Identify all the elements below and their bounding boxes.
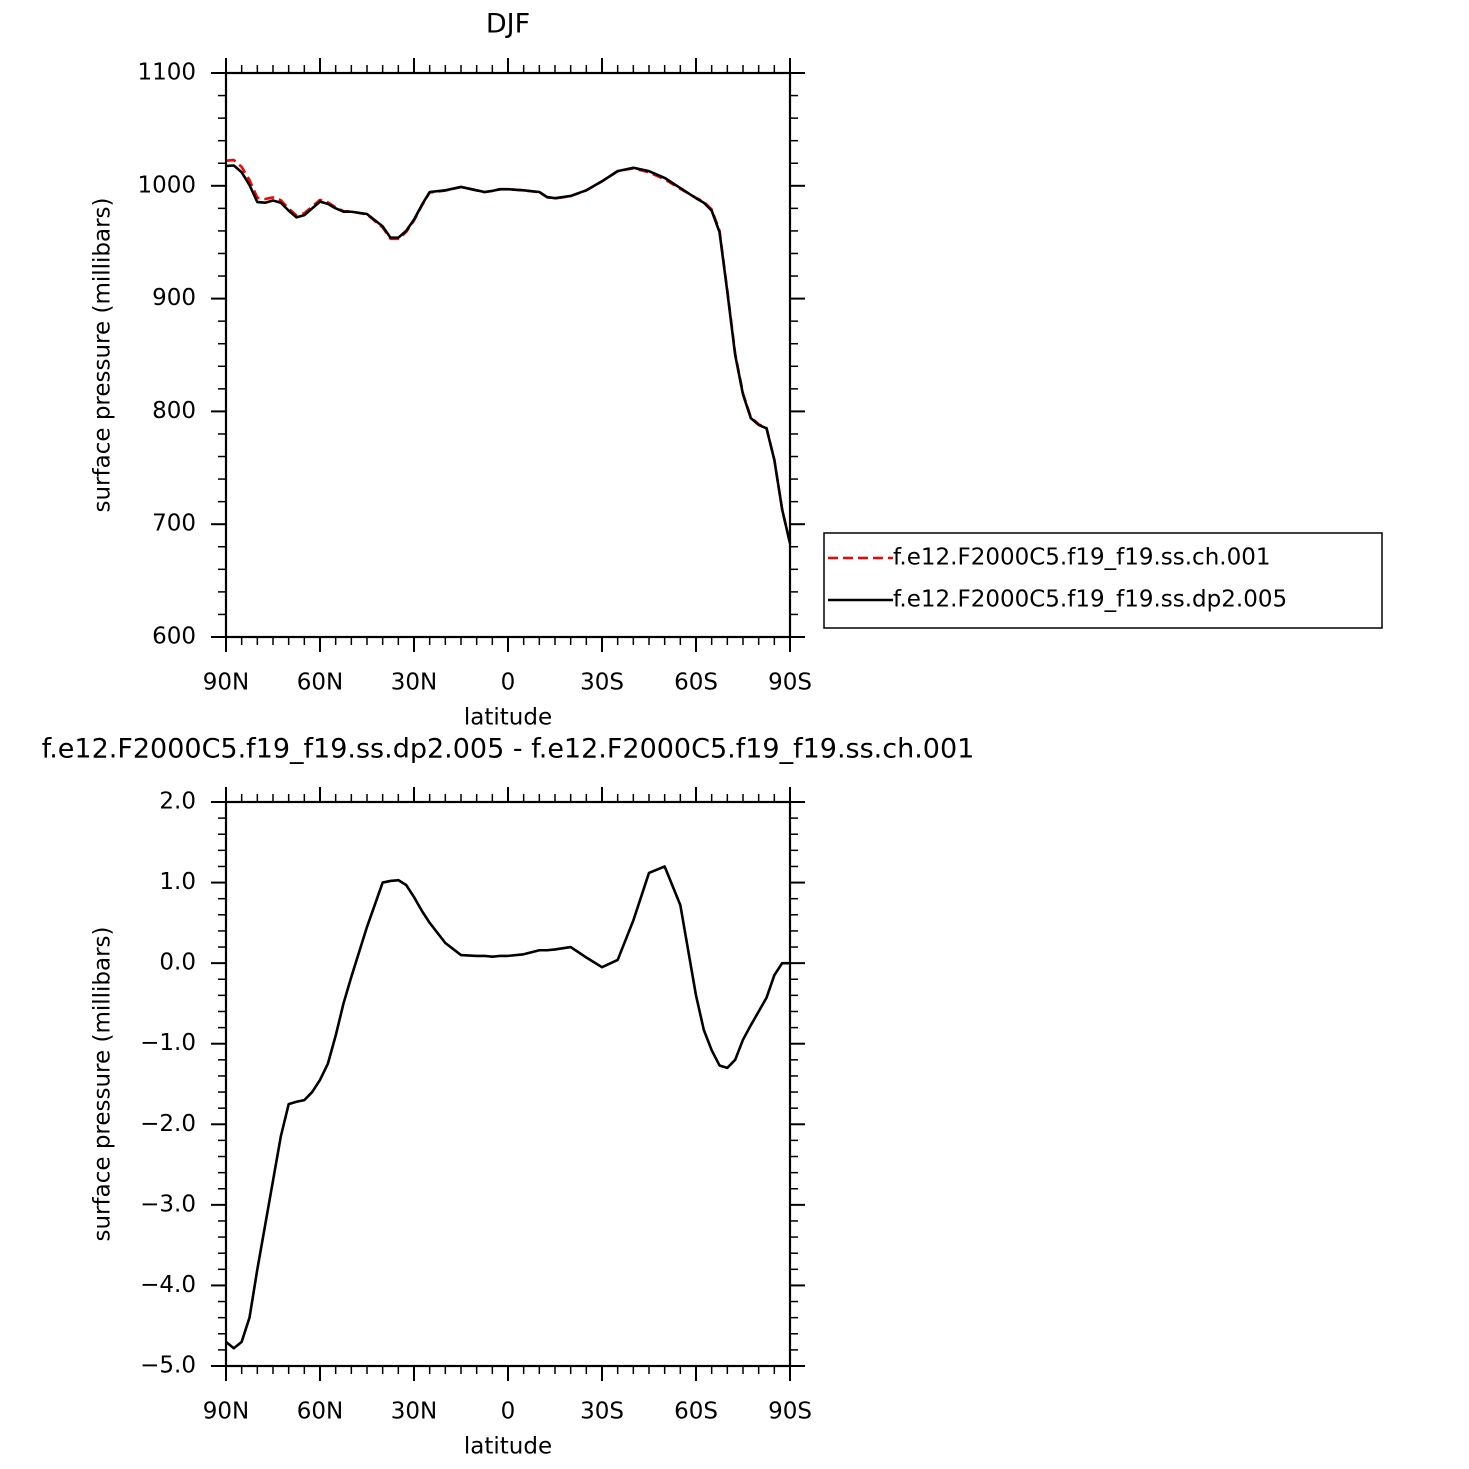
legend-box (823, 532, 1383, 629)
x-tick-label: 60N (297, 1399, 343, 1425)
x-tick-label: 30N (391, 670, 437, 696)
y-tick-label: 1000 (137, 172, 196, 198)
y-axis-label: surface pressure (millibars) (90, 197, 116, 512)
x-tick-label: 30N (391, 1399, 437, 1425)
y-tick-label: 1.0 (159, 869, 196, 895)
data-line (225, 865, 790, 1350)
y-tick-label: −4.0 (140, 1272, 196, 1298)
y-axis-label: surface pressure (millibars) (90, 926, 116, 1241)
plot-frame (224, 71, 792, 639)
chart-title: f.e12.F2000C5.f19_f19.ss.dp2.005 - f.e12… (42, 734, 975, 765)
x-tick-label: 0 (501, 670, 516, 696)
y-tick-label: 600 (152, 624, 196, 650)
legend-label: f.e12.F2000C5.f19_f19.ss.ch.001 (893, 545, 1270, 571)
x-tick-label: 60S (674, 670, 718, 696)
legend-label: f.e12.F2000C5.f19_f19.ss.dp2.005 (893, 587, 1287, 613)
x-tick-label: 0 (501, 1399, 516, 1425)
data-line (225, 164, 792, 544)
x-tick-label: 30S (580, 670, 624, 696)
x-tick-label: 90S (768, 670, 812, 696)
x-tick-label: 90N (203, 670, 249, 696)
x-tick-label: 60S (674, 1399, 718, 1425)
x-tick-label: 90N (203, 1399, 249, 1425)
y-tick-label: 2.0 (159, 789, 196, 815)
y-tick-label: −5.0 (140, 1353, 196, 1379)
y-tick-label: −2.0 (140, 1111, 196, 1137)
y-tick-label: 900 (152, 285, 196, 311)
x-tick-label: 30S (580, 1399, 624, 1425)
y-tick-label: 700 (152, 511, 196, 537)
y-tick-label: 800 (152, 398, 196, 424)
plot-frame (224, 800, 792, 1368)
x-axis-label: latitude (464, 705, 552, 731)
y-tick-label: 1100 (137, 60, 196, 86)
y-tick-label: −3.0 (140, 1191, 196, 1217)
x-tick-label: 90S (768, 1399, 812, 1425)
x-axis-label: latitude (464, 1434, 552, 1460)
chart-title: DJF (486, 9, 530, 40)
y-tick-label: −1.0 (140, 1030, 196, 1056)
legend: f.e12.F2000C5.f19_f19.ss.ch.001 f.e12.F20… (823, 532, 1383, 629)
x-tick-label: 60N (297, 670, 343, 696)
y-tick-label: 0.0 (159, 950, 196, 976)
